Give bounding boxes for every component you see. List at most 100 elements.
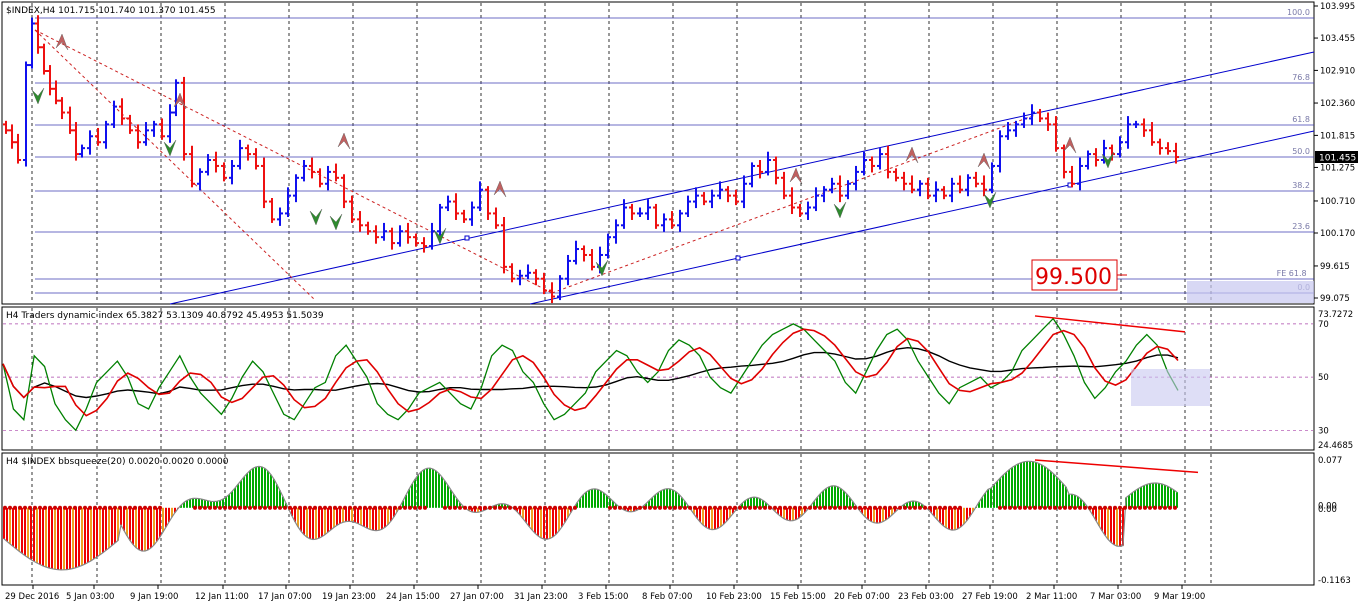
squeeze-dot — [363, 505, 367, 510]
squeeze-dot — [613, 505, 617, 510]
bull-bar — [877, 148, 883, 170]
tdi-panel[interactable] — [1, 306, 1315, 451]
bear-bar — [893, 168, 899, 182]
squeeze-dot — [1163, 505, 1167, 510]
squeeze-dot — [808, 505, 812, 510]
bull-bar — [79, 144, 85, 158]
bull-bar — [821, 186, 827, 203]
squeeze-dot — [268, 505, 272, 510]
squeeze-dot — [143, 505, 147, 510]
squeeze-dot — [553, 505, 557, 510]
squeeze-dot — [83, 505, 87, 510]
price-bars — [3, 15, 1179, 304]
tdi-tick-label: 73.7272 — [1318, 310, 1353, 320]
bull-bar — [717, 181, 723, 200]
squeeze-dot — [1093, 505, 1097, 510]
bear-bar — [901, 171, 907, 191]
squeeze-dot — [548, 505, 552, 510]
bull-bar — [1125, 116, 1131, 149]
squeeze-dot — [1048, 505, 1052, 510]
squeeze-dot — [668, 505, 672, 510]
bear-bar — [41, 43, 47, 75]
channel-anchor — [464, 235, 470, 241]
squeeze-dot — [483, 505, 487, 510]
squeeze-dot — [448, 505, 452, 510]
down-arrow-icon — [977, 152, 991, 170]
squeeze-dot — [783, 505, 787, 510]
squeeze-dot — [943, 505, 947, 510]
bull-bar — [677, 209, 683, 232]
up-arrow-icon — [1101, 151, 1115, 169]
squeeze-dot — [343, 505, 347, 510]
bull-bar — [293, 174, 299, 203]
bear-bar — [981, 175, 987, 197]
squeeze-dot — [803, 505, 807, 510]
squeeze-dot — [758, 505, 762, 510]
squeeze-dot — [768, 505, 772, 510]
price-tick-label: 101.815 — [1320, 131, 1355, 141]
bull-bar — [143, 122, 149, 146]
squeeze-dot — [563, 505, 567, 510]
bull-bar — [237, 139, 243, 170]
bear-bar — [925, 177, 931, 200]
bear-bar — [493, 207, 499, 229]
bull-bar — [87, 130, 93, 155]
bull-bar — [557, 275, 563, 301]
squeeze-dot — [748, 505, 752, 510]
bbsqueeze-title: H4 $INDEX bbsqueeze(20) 0.0020 0.0020 0.… — [6, 457, 229, 467]
squeeze-dot — [653, 505, 657, 510]
fibonacci-levels: 100.076.861.850.038.223.6FE 61.80.0 — [35, 8, 1314, 294]
bull-bar — [517, 269, 523, 286]
fib-level-label: 50.0 — [1292, 147, 1310, 156]
squeeze-dot — [573, 505, 577, 510]
bull-bar — [573, 240, 579, 265]
fib-level-label: 76.8 — [1292, 73, 1310, 82]
trend-channels — [34, 29, 1315, 305]
tdi-rsi-price-line — [2, 317, 1179, 432]
squeeze-dot — [238, 505, 242, 510]
bear-bar — [773, 156, 779, 185]
time-tick-label: 3 Feb 15:00 — [578, 592, 628, 602]
main-price-panel[interactable] — [1, 1, 1315, 305]
squeeze-dot — [1113, 505, 1117, 510]
squeeze-dot — [423, 505, 427, 510]
down-arrow-icon — [55, 33, 69, 51]
squeeze-dot — [733, 505, 737, 510]
bull-bar — [1029, 104, 1035, 125]
squeeze-dot — [278, 505, 282, 510]
squeeze-dot — [763, 505, 767, 510]
squeeze-dot — [608, 505, 612, 510]
squeeze-dot — [478, 505, 482, 510]
squeeze-dot — [633, 505, 637, 510]
squeeze-dot — [1088, 505, 1092, 510]
time-tick-label: 23 Feb 03:00 — [898, 592, 954, 602]
squeeze-dot — [618, 505, 622, 510]
squeeze-dot — [878, 505, 882, 510]
squeeze-dot — [1098, 505, 1102, 510]
squeeze-dot — [463, 505, 467, 510]
bbsqueeze-tick-label: 0.077 — [1318, 456, 1342, 466]
squeeze-dot — [288, 505, 292, 510]
bear-bar — [1045, 112, 1051, 131]
squeeze-dot — [753, 505, 757, 510]
squeeze-dot — [638, 505, 642, 510]
bbsqueeze-tick-label: 0.00 — [1318, 505, 1337, 515]
bear-bar — [213, 151, 219, 173]
squeeze-dot — [813, 505, 817, 510]
bear-bar — [15, 133, 21, 164]
squeeze-dot — [958, 505, 962, 510]
bull-bar — [103, 120, 109, 149]
target-zone-price — [1187, 281, 1314, 303]
bull-bar — [565, 254, 571, 286]
squeeze-dot — [1073, 505, 1077, 510]
bull-bar — [645, 199, 651, 220]
bear-bar — [701, 192, 707, 206]
bull-bar — [861, 151, 867, 176]
time-tick-label: 7 Mar 03:00 — [1090, 592, 1141, 602]
squeeze-dot — [873, 505, 877, 510]
time-tick-label: 24 Jan 15:00 — [386, 592, 440, 602]
squeeze-dot — [788, 505, 792, 510]
